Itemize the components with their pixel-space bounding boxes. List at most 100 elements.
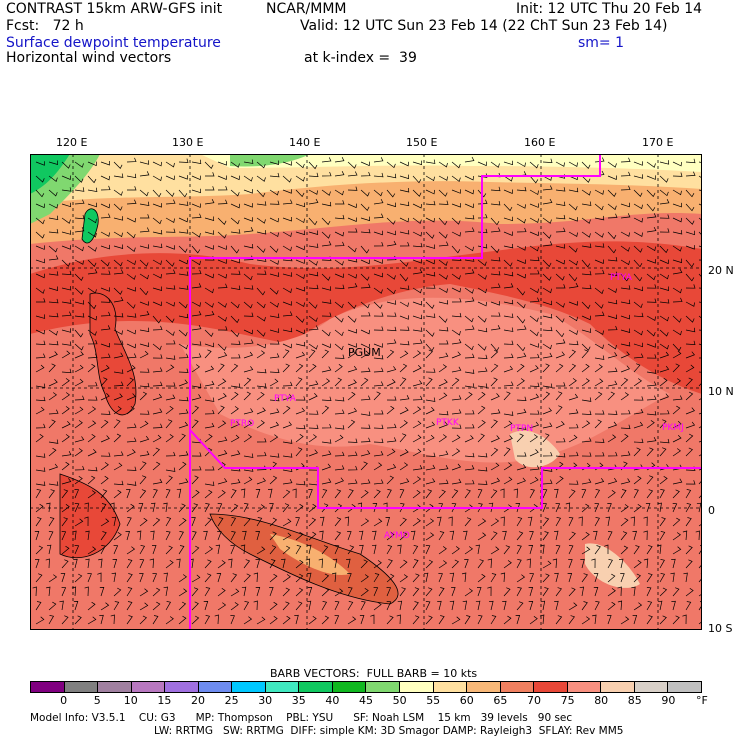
wind-barb [672,287,682,294]
wind-barb [591,558,596,569]
wind-barb [397,600,403,611]
wind-barb [243,273,253,281]
wind-barb [503,476,513,485]
org-label: NCAR/MMM [266,1,347,17]
wind-barb [594,355,605,360]
wind-barb [100,203,110,209]
wind-barb [490,343,500,352]
wind-barb [500,516,505,527]
colorbar-swatch [299,682,333,692]
wind-barb [74,615,82,625]
lon-label-120: 120 E [56,136,88,149]
wind-barb [412,545,419,555]
wind-barb [295,559,304,569]
wind-barb [217,436,228,443]
wind-barb [321,299,332,304]
wind-barb [529,343,539,348]
wind-barb [321,601,328,611]
wind-barb [360,450,371,457]
wind-barb [308,517,317,527]
wind-barb [347,245,357,253]
wind-barb [152,315,162,324]
wind-barb [35,314,46,319]
wind-barb [87,245,97,252]
wind-barb [396,614,401,625]
wind-barb [477,518,487,527]
wind-barb [620,245,630,252]
wind-barb [464,287,474,294]
wind-barb [165,285,176,290]
colorbar [30,681,702,693]
wind-barb [100,343,110,348]
wind-barb [308,434,317,443]
wind-barb [373,479,384,485]
wind-barb [568,203,578,211]
wind-barb [230,602,239,611]
wind-barb [100,410,111,415]
colorbar-tick-label: 55 [426,694,441,707]
wind-barb [205,466,215,471]
wind-barb [659,419,667,429]
wind-barb [178,329,188,337]
wind-barb [646,213,657,219]
wind-barb [698,559,702,569]
wind-barb [308,259,318,266]
wind-barb [269,559,276,569]
wind-barb [581,573,588,583]
wind-barb [84,502,89,513]
wind-barb [269,475,278,485]
wind-barb [542,573,550,583]
wind-barb [100,287,110,292]
wind-barb [243,391,251,401]
wind-barb [191,301,201,307]
wind-barb [35,217,45,225]
wind-barb [295,545,302,555]
wind-barb [126,449,136,457]
wind-barb [696,502,702,513]
wind-barb [45,558,50,569]
wind-barb [659,531,666,541]
wind-barb [243,559,251,569]
wind-barb [126,329,136,335]
wind-barb [295,301,305,307]
wind-barb [698,475,702,485]
lon-label-150: 150 E [406,136,438,149]
wind-barb [568,329,578,335]
wind-barb [230,421,240,429]
wind-barb [126,353,137,359]
wind-barb [256,201,267,206]
wind-barb [191,341,202,346]
wind-barb [659,329,669,337]
wind-barb [451,559,459,569]
wind-barb [412,573,420,583]
wind-barb [163,586,169,597]
wind-barb [100,244,110,250]
wind-barb [386,379,396,387]
wind-barb [152,161,162,167]
wind-barb [360,518,370,527]
graticule [30,154,702,630]
wind-barb [347,315,357,323]
wind-barb [255,489,261,499]
wind-barb [633,545,640,555]
wind-barb [659,286,669,291]
wind-barb [61,299,72,304]
wind-barb [568,615,575,625]
wind-barb [178,158,189,163]
wind-barb [136,530,142,541]
wind-barb [516,517,523,527]
wind-barb [308,616,317,625]
wind-barb [308,189,318,195]
wind-barb [100,435,110,443]
wind-barb [594,410,605,415]
wind-barb [74,300,85,305]
wind-barb [282,189,292,194]
wind-barb [360,228,371,234]
wind-barb [217,217,227,225]
wind-barb [412,160,422,166]
wind-barb [373,518,383,527]
wind-barb [74,214,85,220]
wind-barb [542,231,552,239]
wind-barb [425,407,435,415]
wind-barb [61,161,71,169]
